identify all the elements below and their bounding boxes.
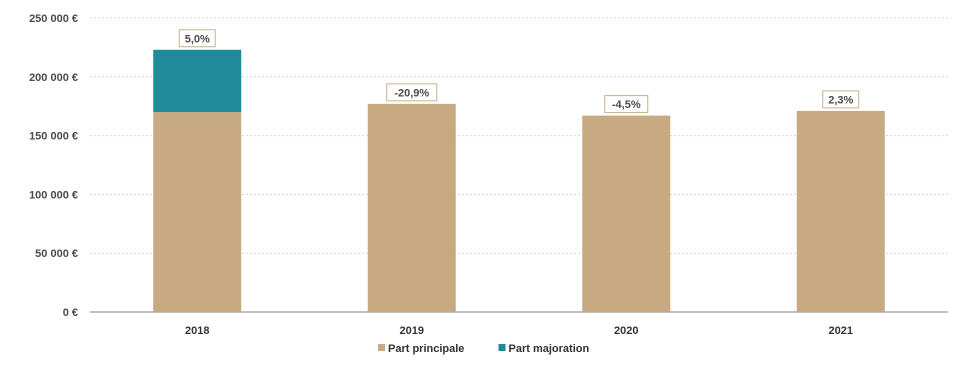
y-tick-label: 0 € — [63, 307, 78, 319]
data-labels: 5,0% -20,9% -4,5% 2,3% — [178, 29, 860, 114]
data-label: 5,0% — [185, 33, 210, 45]
data-label: 2,3% — [828, 94, 853, 106]
bar-segment — [153, 112, 242, 312]
legend-label: Part principale — [388, 343, 464, 355]
x-tick-label: 2020 — [614, 325, 638, 337]
x-tick-label: 2018 — [185, 325, 209, 337]
data-label: -20,9% — [394, 87, 429, 99]
x-tick-label: 2021 — [829, 325, 853, 337]
grid-lines — [90, 17, 948, 254]
legend-swatch — [498, 344, 506, 351]
data-label-box — [386, 83, 438, 102]
y-tick-label: 200 000 € — [29, 72, 78, 84]
y-tick-label: 100 000 € — [29, 189, 78, 201]
bar-segment — [796, 110, 885, 313]
y-tick-label: 150 000 € — [29, 131, 78, 143]
data-label-box — [178, 29, 216, 48]
bar-segment — [153, 49, 242, 113]
legend-swatch — [378, 344, 385, 351]
data-label: -4,5% — [612, 99, 641, 111]
data-label-box — [822, 90, 860, 109]
y-tick-label: 50 000 € — [35, 248, 78, 260]
legend: Part principale Part majoration — [378, 343, 589, 355]
y-tick-label: 250 000 € — [29, 13, 78, 25]
legend-label: Part majoration — [509, 343, 590, 355]
bar-segment — [582, 115, 671, 312]
data-label-box — [604, 95, 649, 114]
bar-segment — [367, 103, 456, 313]
x-tick-label: 2019 — [400, 325, 424, 337]
bars — [153, 49, 885, 313]
